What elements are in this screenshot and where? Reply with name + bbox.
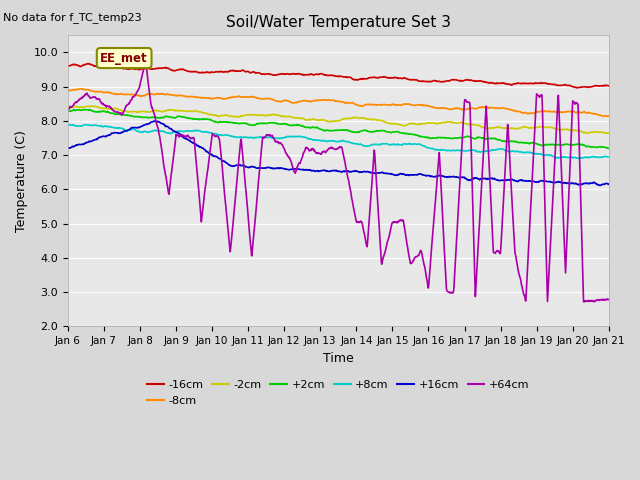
+16cm xyxy=(596,182,604,188)
+16cm xyxy=(64,145,72,151)
Line: +8cm: +8cm xyxy=(68,124,609,158)
+16cm xyxy=(493,177,501,183)
+8cm xyxy=(575,156,582,161)
+8cm xyxy=(422,144,430,150)
+64cm xyxy=(172,138,179,144)
+64cm xyxy=(185,134,193,140)
+8cm xyxy=(541,153,548,158)
-2cm xyxy=(88,103,95,109)
+2cm xyxy=(605,145,612,151)
-8cm xyxy=(172,93,179,98)
+2cm xyxy=(172,115,179,120)
+2cm xyxy=(64,108,72,114)
+2cm xyxy=(185,115,193,121)
-8cm xyxy=(245,94,253,99)
-2cm xyxy=(541,124,548,130)
-16cm xyxy=(245,69,253,75)
+8cm xyxy=(493,146,500,152)
+8cm xyxy=(171,129,179,135)
+16cm xyxy=(185,137,193,143)
Y-axis label: Temperature (C): Temperature (C) xyxy=(15,130,28,232)
-2cm xyxy=(172,108,179,113)
Title: Soil/Water Temperature Set 3: Soil/Water Temperature Set 3 xyxy=(226,15,451,30)
+16cm xyxy=(151,118,159,124)
+8cm xyxy=(184,128,192,133)
Line: +64cm: +64cm xyxy=(68,59,609,302)
+2cm xyxy=(422,134,430,140)
+64cm xyxy=(605,297,612,302)
-8cm xyxy=(64,88,72,94)
Legend: -16cm, -8cm, -2cm, +2cm, +8cm, +16cm, +64cm: -16cm, -8cm, -2cm, +2cm, +8cm, +16cm, +6… xyxy=(143,375,534,410)
+64cm xyxy=(580,299,588,305)
Line: -2cm: -2cm xyxy=(68,106,609,133)
+8cm xyxy=(245,135,253,141)
-2cm xyxy=(605,130,612,136)
-8cm xyxy=(422,102,430,108)
-16cm xyxy=(605,83,612,89)
+64cm xyxy=(493,248,501,253)
-16cm xyxy=(185,69,193,74)
-2cm xyxy=(584,131,592,136)
+64cm xyxy=(64,107,72,113)
+2cm xyxy=(605,145,612,151)
-16cm xyxy=(84,60,92,66)
+64cm xyxy=(141,56,149,61)
Line: +2cm: +2cm xyxy=(68,109,609,148)
+64cm xyxy=(541,201,548,207)
+64cm xyxy=(245,226,253,231)
-8cm xyxy=(76,86,83,92)
-2cm xyxy=(245,112,253,118)
-8cm xyxy=(541,108,548,114)
-16cm xyxy=(493,80,501,86)
Text: No data for f_TC_temp23: No data for f_TC_temp23 xyxy=(3,12,142,23)
-2cm xyxy=(64,105,72,110)
-2cm xyxy=(422,120,430,126)
-2cm xyxy=(493,124,501,130)
Line: +16cm: +16cm xyxy=(68,121,609,185)
X-axis label: Time: Time xyxy=(323,352,354,365)
-8cm xyxy=(605,113,612,119)
-8cm xyxy=(600,113,607,119)
-16cm xyxy=(541,80,548,86)
-16cm xyxy=(422,78,430,84)
+2cm xyxy=(493,136,501,142)
+2cm xyxy=(245,122,253,128)
+16cm xyxy=(172,129,179,134)
+64cm xyxy=(422,275,430,281)
-8cm xyxy=(185,94,193,100)
Line: -16cm: -16cm xyxy=(68,63,609,88)
-16cm xyxy=(573,85,580,91)
Text: EE_met: EE_met xyxy=(100,51,148,64)
Line: -8cm: -8cm xyxy=(68,89,609,116)
+16cm xyxy=(605,181,612,187)
+2cm xyxy=(541,142,548,148)
-2cm xyxy=(185,108,193,114)
-16cm xyxy=(64,63,72,69)
+16cm xyxy=(422,173,430,179)
-16cm xyxy=(172,68,179,73)
+16cm xyxy=(541,178,548,184)
+16cm xyxy=(245,165,253,170)
+8cm xyxy=(605,154,612,160)
+2cm xyxy=(81,107,88,112)
+8cm xyxy=(64,121,72,127)
-8cm xyxy=(493,105,501,111)
